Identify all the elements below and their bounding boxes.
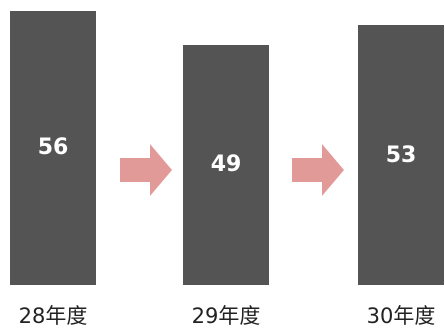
category-label: 29年度 [191,304,261,328]
bar-value-label: 53 [385,142,417,168]
category-label: 30年度 [366,304,436,328]
arrow-shape [120,144,172,196]
bar: 56 [10,10,96,285]
bar: 49 [183,44,269,285]
right-arrow-icon [292,144,344,196]
right-arrow-icon [120,144,172,196]
arrow-shape [292,144,344,196]
bar-value-label: 49 [210,152,242,178]
bar: 53 [358,25,444,285]
bar-value-label: 56 [37,135,69,161]
category-label: 28年度 [18,304,88,328]
